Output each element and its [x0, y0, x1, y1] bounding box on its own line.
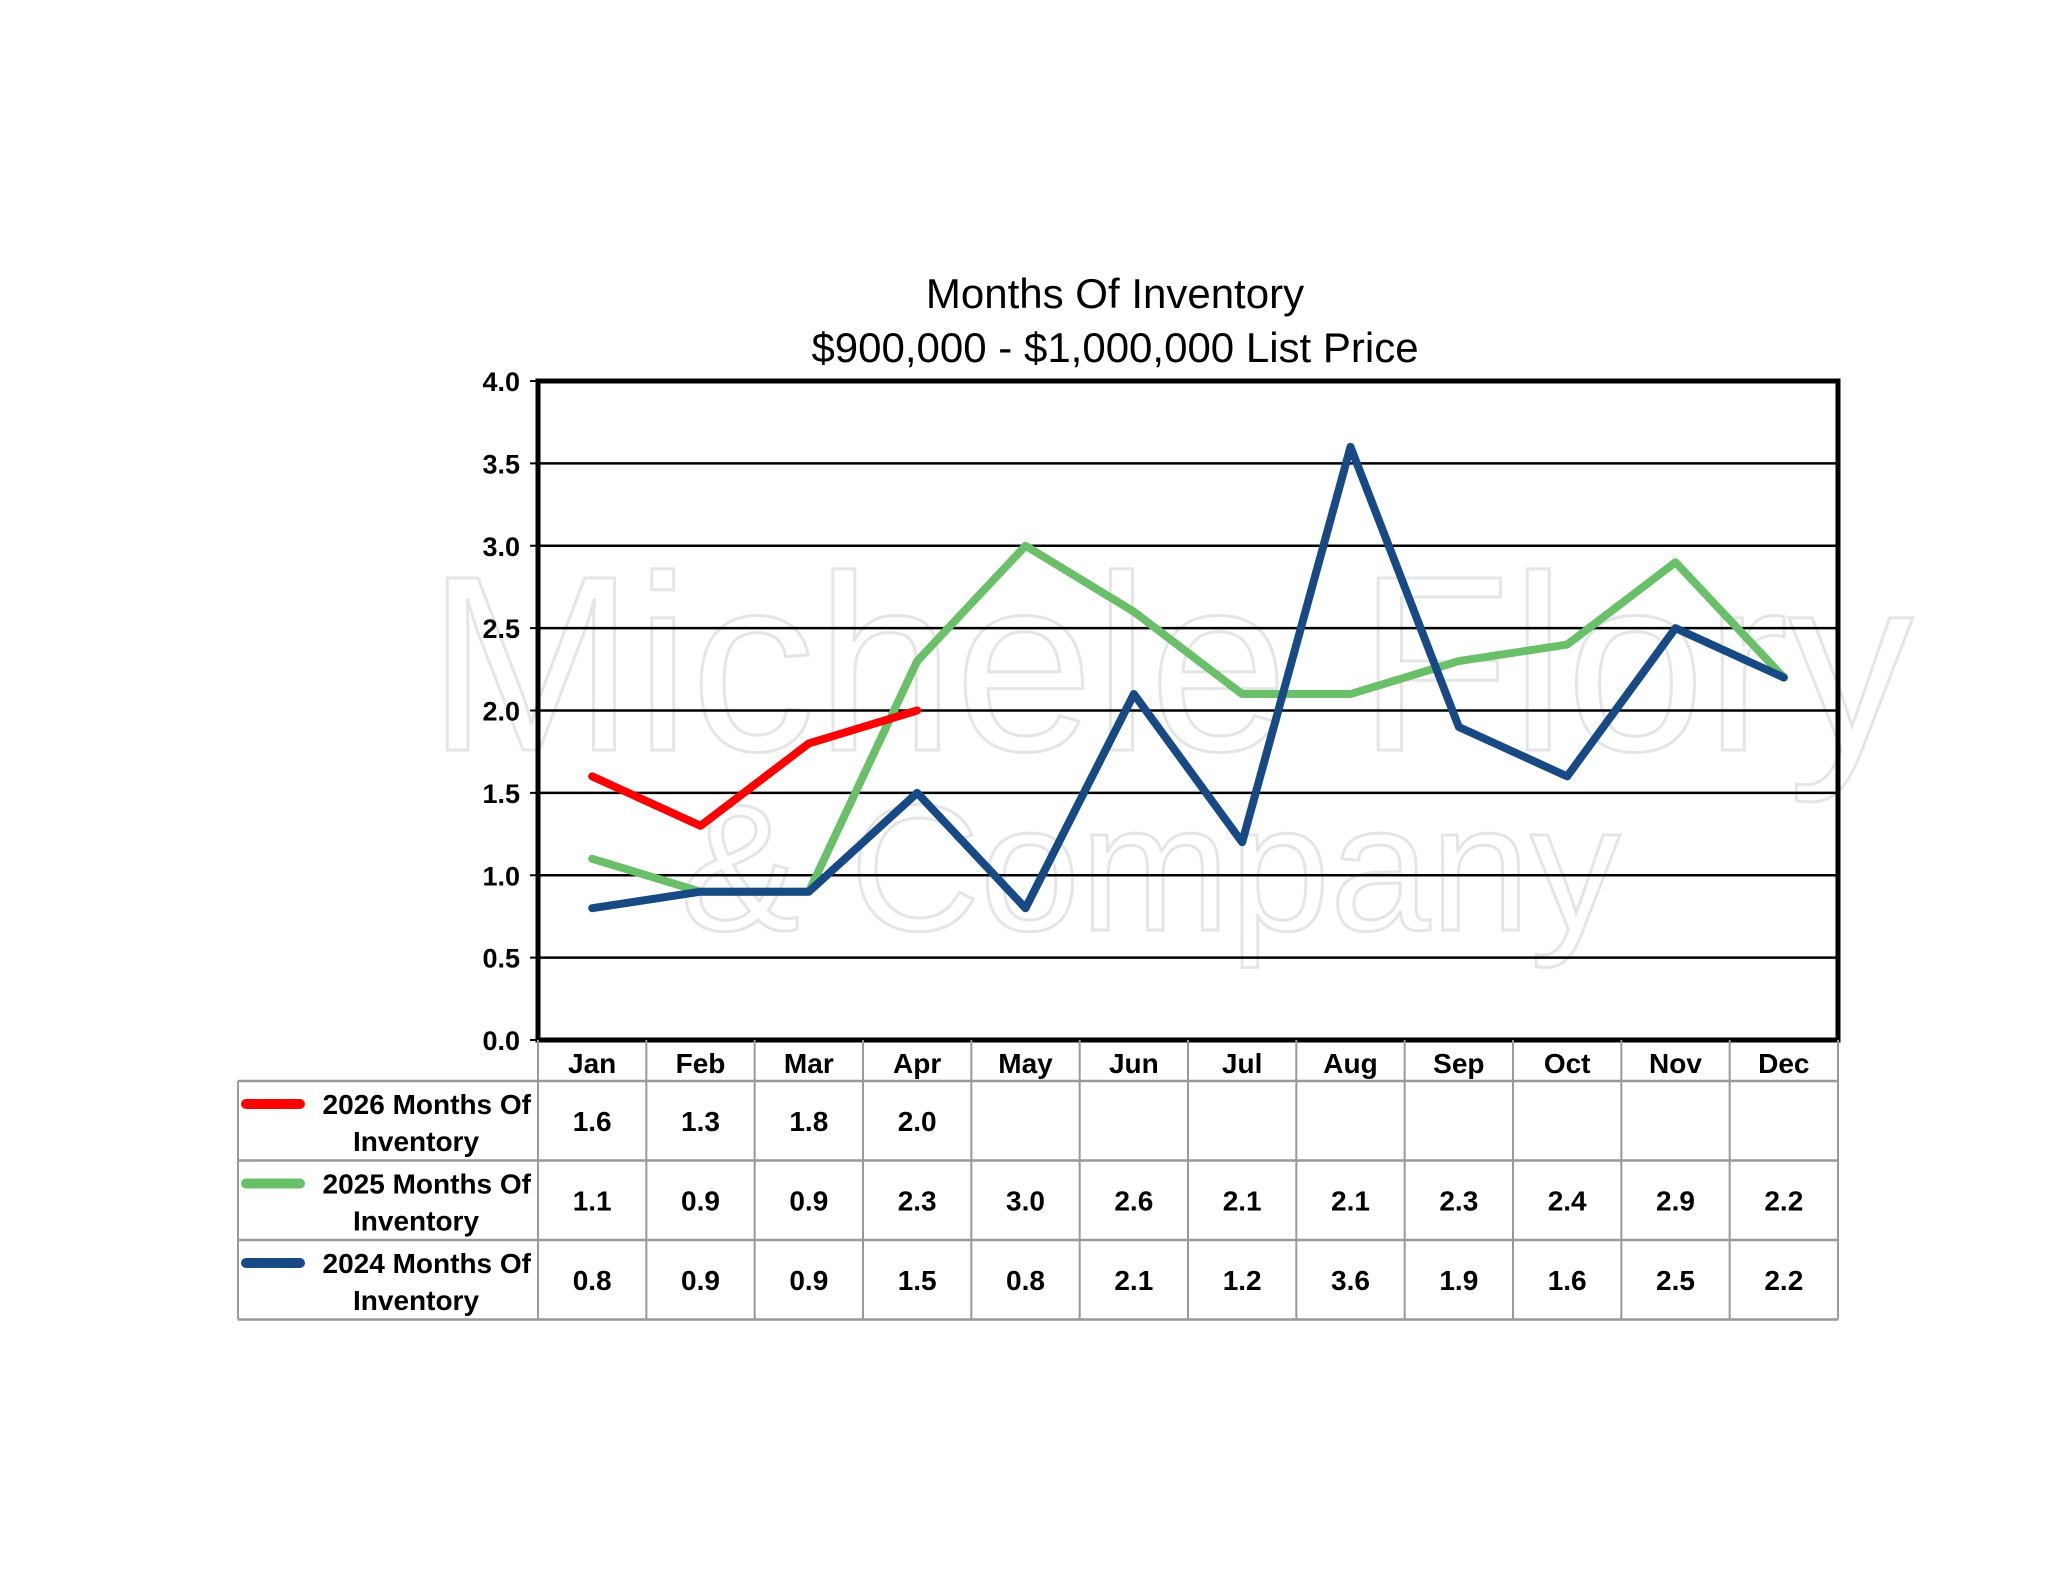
y-tick-label: 3.0: [482, 532, 520, 562]
svg-text:Michele Flory: Michele Flory: [427, 524, 1913, 803]
x-tick-label: Sep: [1433, 1048, 1484, 1079]
x-tick-label: Aug: [1323, 1048, 1377, 1079]
table-cell-value: 2.3: [898, 1185, 937, 1216]
legend-label: Inventory: [353, 1285, 479, 1316]
table-cell-value: 1.5: [898, 1265, 937, 1296]
x-tick-label: Jan: [568, 1048, 616, 1079]
y-tick-label: 0.5: [482, 944, 520, 974]
legend-row-2026: 2026 Months Of Inventory 1.6 1.3 1.8 2.0: [241, 1089, 937, 1157]
legend-label: 2024 Months Of: [323, 1248, 532, 1279]
chart-subtitle: $900,000 - $1,000,000 List Price: [811, 324, 1418, 371]
x-tick-label: Mar: [784, 1048, 834, 1079]
table-cell-value: 2.5: [1656, 1265, 1695, 1296]
table-cell-value: 2.9: [1656, 1185, 1695, 1216]
legend-row-2025: 2025 Months Of Inventory 1.1 0.9 0.9 2.3 3.0 2.…: [241, 1169, 1803, 1237]
y-tick-label: 1.5: [482, 779, 520, 809]
table-cell-value: 1.9: [1439, 1265, 1478, 1296]
table-cell-value: 2.0: [898, 1106, 937, 1137]
table-cell-value: 0.8: [573, 1265, 612, 1296]
table-cell-value: 2.1: [1223, 1185, 1262, 1216]
x-tick-label: Nov: [1649, 1048, 1702, 1079]
x-tick-label: Oct: [1544, 1048, 1591, 1079]
legend-label: Inventory: [353, 1126, 479, 1157]
table-cell-value: 2.3: [1439, 1185, 1478, 1216]
x-tick-label: Feb: [676, 1048, 726, 1079]
legend-label: 2026 Months Of: [323, 1089, 532, 1120]
table-cell-value: 1.2: [1223, 1265, 1262, 1296]
table-cell-value: 2.4: [1548, 1185, 1587, 1216]
table-cell-value: 0.8: [1006, 1265, 1045, 1296]
x-tick-label: May: [998, 1048, 1053, 1079]
table-cell-value: 1.6: [573, 1106, 612, 1137]
x-tick-label: Apr: [893, 1048, 941, 1079]
table-cell-value: 1.1: [573, 1185, 612, 1216]
y-tick-label: 1.0: [482, 861, 520, 891]
chart-title: Months Of Inventory: [926, 270, 1304, 317]
table-cell-value: 2.1: [1331, 1185, 1370, 1216]
table-cell-value: 0.9: [681, 1265, 720, 1296]
series-line-2026: [588, 706, 922, 830]
series-line-2024: [588, 442, 1788, 913]
legend-label: Inventory: [353, 1206, 479, 1237]
table-cell-value: 1.8: [789, 1106, 828, 1137]
legend-label: 2025 Months Of: [323, 1169, 532, 1200]
x-tick-label: Jun: [1109, 1048, 1159, 1079]
table-cell-value: 0.9: [789, 1265, 828, 1296]
table-cell-value: 2.2: [1764, 1185, 1803, 1216]
y-tick-label: 2.0: [482, 697, 520, 727]
table-cell-value: 1.6: [1548, 1265, 1587, 1296]
y-tick-label: 3.5: [482, 449, 520, 479]
y-tick-label: 4.0: [482, 367, 520, 397]
table-cell-value: 2.1: [1114, 1265, 1153, 1296]
x-tick-label: Dec: [1758, 1048, 1809, 1079]
table-cell-value: 0.9: [789, 1185, 828, 1216]
y-tick-label: 2.5: [482, 614, 520, 644]
x-tick-label: Jul: [1222, 1048, 1262, 1079]
legend-row-2024: 2024 Months Of Inventory 0.8 0.9 0.9 1.5 0.8 2.…: [241, 1248, 1803, 1316]
table-cell-value: 0.9: [681, 1185, 720, 1216]
table-cell-value: 1.3: [681, 1106, 720, 1137]
table-cell-value: 2.2: [1764, 1265, 1803, 1296]
table-cell-value: 3.6: [1331, 1265, 1370, 1296]
table-cell-value: 2.6: [1114, 1185, 1153, 1216]
table-cell-value: 3.0: [1006, 1185, 1045, 1216]
y-tick-label: 0.0: [482, 1026, 520, 1056]
